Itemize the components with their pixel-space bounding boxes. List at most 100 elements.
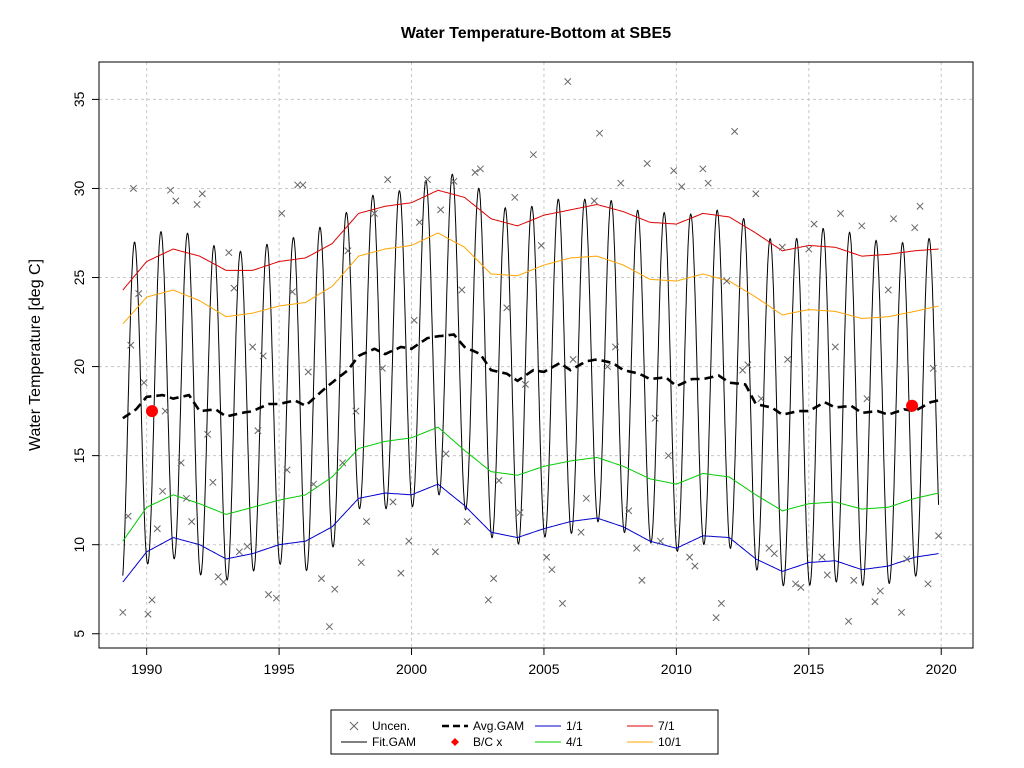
- uncensored-point: [259, 352, 267, 360]
- x-tick-label: 1990: [131, 661, 162, 677]
- uncensored-point: [770, 550, 778, 558]
- uncensored-point: [344, 247, 352, 255]
- uncensored-point: [638, 576, 646, 584]
- uncensored-point: [264, 591, 273, 599]
- uncensored-point-stroke: [723, 277, 731, 285]
- legend-item: B/C x: [451, 735, 502, 749]
- legend-label: 10/1: [658, 735, 682, 749]
- uncensored-point: [863, 395, 871, 403]
- uncensored-point-stroke: [177, 459, 185, 467]
- uncensored-point: [686, 553, 694, 561]
- uncensored-point-stroke: [235, 548, 243, 556]
- uncensored-point: [569, 355, 577, 364]
- uncensored-point-stroke: [423, 176, 431, 184]
- uncensored-point-stroke: [198, 190, 206, 198]
- uncensored-point-stroke: [603, 363, 612, 371]
- uncensored-point: [797, 583, 805, 591]
- uncensored-point-stroke: [717, 599, 725, 608]
- legend-item: 1/1: [535, 719, 583, 733]
- uncensored-point-stroke: [511, 193, 519, 201]
- uncensored-point: [664, 452, 672, 460]
- uncensored-point: [304, 368, 312, 376]
- legend-label: 7/1: [658, 719, 675, 733]
- uncensored-point-stroke: [670, 167, 678, 175]
- uncensored-point-stroke: [357, 558, 365, 567]
- uncensored-point-stroke: [503, 304, 511, 312]
- legend-label: Avg.GAM: [473, 719, 524, 733]
- uncensored-point-stroke: [837, 209, 845, 217]
- uncensored-point: [611, 343, 620, 351]
- uncensored-point-stroke: [193, 200, 201, 209]
- uncensored-point: [288, 288, 296, 296]
- uncensored-point: [916, 202, 924, 210]
- legend-label: B/C x: [473, 735, 502, 749]
- uncensored-point: [670, 167, 678, 175]
- y-tick-label: 10: [71, 537, 87, 553]
- uncensored-point-stroke: [288, 288, 296, 296]
- uncensored-point-stroke: [564, 78, 572, 86]
- uncensored-point-stroke: [516, 509, 524, 517]
- uncensored-point: [924, 580, 932, 588]
- uncensored-point: [161, 407, 169, 415]
- uncensored-point-stroke: [765, 544, 773, 552]
- uncensored-point-stroke: [757, 395, 765, 403]
- uncensored-point: [564, 78, 572, 86]
- uncensored-point-stroke: [770, 550, 778, 558]
- uncensored-point: [704, 179, 712, 187]
- uncensored-point: [219, 578, 228, 586]
- x-tick-label: 2015: [793, 661, 824, 677]
- legend-frame: [330, 709, 719, 755]
- uncensored-point-stroke: [916, 202, 924, 210]
- series-4-1-line: [122, 426, 939, 542]
- uncensored-point-stroke: [182, 494, 190, 502]
- uncensored-point: [325, 623, 333, 631]
- uncensored-point-stroke: [582, 494, 590, 502]
- uncensored-point: [463, 517, 471, 526]
- uncensored-point-stroke: [831, 343, 839, 351]
- uncensored-point: [643, 159, 651, 168]
- uncensored-point-stroke: [352, 407, 360, 415]
- uncensored-point-stroke: [249, 343, 257, 351]
- uncensored-point-stroke: [458, 286, 466, 294]
- uncensored-point: [744, 361, 752, 369]
- uncensored-point-stroke: [871, 598, 879, 606]
- uncensored-point: [119, 608, 127, 616]
- uncensored-point-stroke: [219, 578, 228, 586]
- uncensored-point-stroke: [325, 623, 333, 631]
- uncensored-point-stroke: [230, 284, 238, 292]
- uncensored-point: [129, 184, 137, 193]
- uncensored-point-stroke: [331, 585, 339, 593]
- uncensored-point: [791, 580, 800, 588]
- uncensored-point-stroke: [929, 364, 937, 372]
- x-tick-label: 2000: [396, 661, 427, 677]
- uncensored-point: [188, 517, 196, 526]
- uncensored-point: [752, 190, 760, 198]
- uncensored-point: [651, 414, 659, 422]
- uncensored-point-stroke: [243, 542, 251, 551]
- uncensored-point-stroke: [656, 537, 665, 545]
- uncensored-point-stroke: [558, 599, 567, 608]
- uncensored-point: [837, 209, 845, 217]
- y-tick-label: 20: [71, 359, 87, 375]
- uncensored-point-stroke: [805, 245, 813, 253]
- uncensored-point-stroke: [935, 532, 943, 540]
- plot-area-frame: [98, 61, 974, 649]
- uncensored-point: [415, 218, 424, 226]
- uncensored-point-stroke: [463, 517, 471, 526]
- uncensored-point: [278, 209, 286, 217]
- uncensored-point-stroke: [214, 573, 222, 581]
- uncensored-point: [691, 562, 699, 570]
- uncensored-point-stroke: [389, 498, 397, 506]
- uncensored-point-stroke: [476, 165, 484, 173]
- uncensored-point-stroke: [405, 537, 413, 545]
- uncensored-point-stroke: [590, 197, 598, 205]
- uncensored-point: [370, 209, 378, 217]
- uncensored-point-stroke: [135, 289, 143, 298]
- uncensored-point: [778, 243, 786, 251]
- series-7-1-line: [122, 189, 939, 291]
- uncensored-point-stroke: [127, 341, 135, 349]
- uncensored-point: [484, 596, 492, 604]
- uncensored-point-stroke: [823, 571, 831, 579]
- uncensored-point: [723, 277, 731, 285]
- legend-label: Uncen.: [372, 719, 410, 733]
